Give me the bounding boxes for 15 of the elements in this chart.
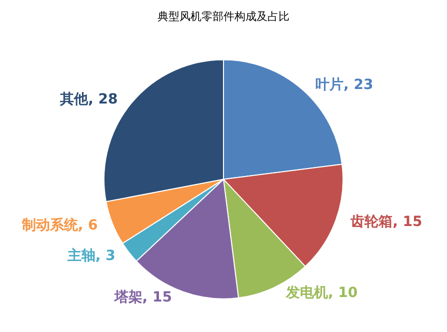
data-label: , 6: [78, 217, 98, 234]
data-label: , 10: [328, 284, 358, 301]
data-label: , 3: [95, 248, 116, 264]
data-label: , 28: [88, 91, 118, 108]
data-label: , 15: [392, 214, 422, 230]
data-label: , 23: [344, 77, 374, 94]
slice-label: 叶片: [316, 77, 344, 94]
data-label: , 15: [142, 289, 172, 306]
slice-label: 发电机: [284, 284, 328, 301]
chart-title: 典型风机零部件构成及占比: [158, 10, 290, 23]
slice-label: 塔架: [113, 289, 142, 306]
slice-label: 制动系统: [20, 216, 79, 234]
slice-label: 主轴: [66, 247, 96, 264]
slice-label: 其他: [59, 91, 90, 108]
slice-label: 齿轮箱: [350, 214, 393, 230]
